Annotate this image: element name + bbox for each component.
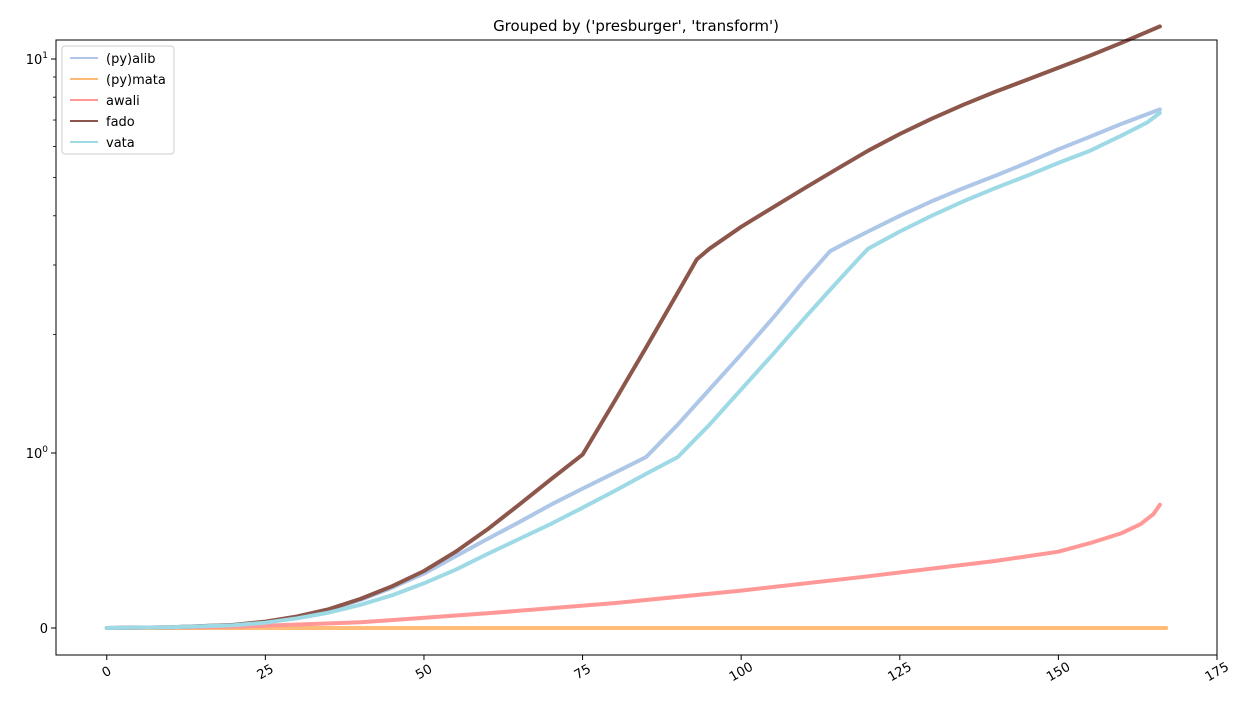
plot-frame [55, 39, 1218, 656]
chart-title: Grouped by ('presburger', 'transform') [493, 17, 779, 35]
y-tick-label: 101 [26, 51, 48, 68]
x-tick-label: 50 [413, 662, 435, 683]
series-line-awali [104, 502, 1162, 630]
y-tick-label: 0 [40, 622, 48, 637]
legend-label: (py)mata [106, 73, 166, 88]
legend-label: fado [106, 115, 135, 130]
legend: (py)alib (py)mata awali fado vata [61, 45, 175, 155]
series-line-fado [104, 24, 1162, 630]
legend-label: (py)alib [106, 52, 156, 67]
legend-box [61, 45, 175, 155]
legend-label: vata [106, 136, 135, 151]
legend-label: awali [106, 94, 140, 109]
x-tick-label: 25 [255, 662, 277, 683]
series-layer [104, 24, 1169, 630]
x-tick-label: 75 [572, 662, 594, 683]
series-line-vata [104, 110, 1162, 630]
y-tick-label: 100 [26, 445, 49, 462]
